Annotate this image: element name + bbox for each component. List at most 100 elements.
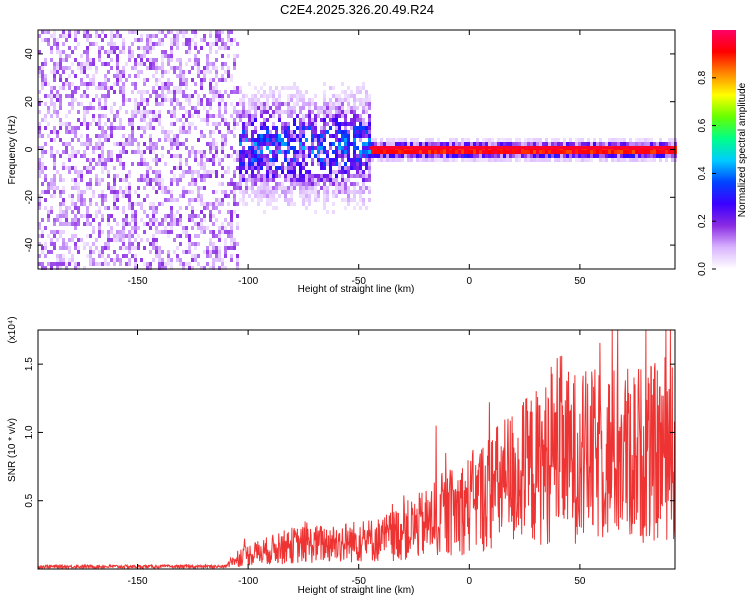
heatmap-cell [38, 122, 41, 126]
heatmap-cell [368, 138, 371, 142]
heatmap-cell [266, 162, 269, 166]
heatmap-cell [218, 210, 221, 214]
heatmap-cell [275, 174, 278, 178]
heatmap-cell [281, 138, 284, 142]
heatmap-cell [272, 162, 275, 166]
heatmap-cell [122, 50, 125, 54]
heatmap-cell [113, 74, 116, 78]
heatmap-cell [293, 138, 296, 142]
heatmap-cell [38, 222, 41, 226]
heatmap-cell [224, 62, 227, 66]
heatmap-cell [332, 150, 335, 154]
heatmap-cell [275, 166, 278, 170]
heatmap-cell [305, 90, 308, 94]
heatmap-cell [95, 162, 98, 166]
heatmap-cell [62, 262, 65, 266]
heatmap-cell [320, 138, 323, 142]
heatmap-cell [299, 170, 302, 174]
heatmap-cell [173, 70, 176, 74]
heatmap-cell [536, 150, 539, 154]
heatmap-cell [44, 178, 47, 182]
heatmap-cell [209, 150, 212, 154]
heatmap-cell [71, 202, 74, 206]
heatmap-cell [347, 130, 350, 134]
heatmap-cell [188, 102, 191, 106]
heatmap-cell [233, 210, 236, 214]
heatmap-cell [59, 206, 62, 210]
heatmap-cell [650, 158, 653, 162]
heatmap-cell [119, 162, 122, 166]
heatmap-cell [524, 142, 527, 146]
heatmap-cell [194, 214, 197, 218]
heatmap-cell [323, 158, 326, 162]
heatmap-cell [68, 166, 71, 170]
heatmap-cell [311, 122, 314, 126]
heatmap-cell [50, 206, 53, 210]
heatmap-cell [299, 126, 302, 130]
heatmap-cell [185, 162, 188, 166]
heatmap-cell [323, 118, 326, 122]
heatmap-cell [158, 110, 161, 114]
heatmap-cell [233, 186, 236, 190]
heatmap-cell [161, 130, 164, 134]
heatmap-cell [254, 182, 257, 186]
heatmap-cell [146, 102, 149, 106]
heatmap-cell [44, 174, 47, 178]
heatmap-cell [281, 130, 284, 134]
heatmap-cell [176, 218, 179, 222]
heatmap-cell [317, 182, 320, 186]
heatmap-cell [671, 154, 674, 158]
heatmap-cell [56, 230, 59, 234]
heatmap-cell [65, 146, 68, 150]
heatmap-cell [209, 174, 212, 178]
heatmap-cell [119, 154, 122, 158]
heatmap-cell [329, 158, 332, 162]
heatmap-cell [80, 198, 83, 202]
heatmap-cell [299, 178, 302, 182]
heatmap-cell [74, 178, 77, 182]
heatmap-cell [338, 146, 341, 150]
heatmap-cell [119, 246, 122, 250]
heatmap-cell [293, 94, 296, 98]
heatmap-cell [176, 86, 179, 90]
heatmap-cell [269, 90, 272, 94]
heatmap-cell [44, 198, 47, 202]
heatmap-cell [488, 154, 491, 158]
heatmap-cell [482, 158, 485, 162]
heatmap-cell [248, 110, 251, 114]
heatmap-cell [44, 246, 47, 250]
heatmap-cell [182, 78, 185, 82]
heatmap-cell [167, 82, 170, 86]
heatmap-cell [119, 150, 122, 154]
heatmap-cell [116, 114, 119, 118]
heatmap-cell [53, 106, 56, 110]
heatmap-cell [368, 98, 371, 102]
x-tick-label: -100 [238, 276, 258, 287]
heatmap-cell [74, 266, 77, 270]
heatmap-cell [332, 162, 335, 166]
heatmap-cell [329, 174, 332, 178]
heatmap-cell [98, 98, 101, 102]
heatmap-cell [215, 190, 218, 194]
heatmap-cell [173, 114, 176, 118]
heatmap-cell [488, 150, 491, 154]
heatmap-cell [641, 138, 644, 142]
heatmap-cell [635, 158, 638, 162]
heatmap-cell [332, 118, 335, 122]
heatmap-cell [221, 198, 224, 202]
heatmap-cell [59, 254, 62, 258]
heatmap-cell [77, 250, 80, 254]
heatmap-cell [239, 182, 242, 186]
heatmap-cell [269, 198, 272, 202]
heatmap-cell [404, 142, 407, 146]
heatmap-cell [215, 90, 218, 94]
heatmap-cell [365, 150, 368, 154]
heatmap-cell [107, 214, 110, 218]
heatmap-cell [215, 250, 218, 254]
heatmap-cell [56, 62, 59, 66]
heatmap-cell [215, 202, 218, 206]
heatmap-cell [86, 222, 89, 226]
heatmap-cell [311, 150, 314, 154]
heatmap-cell [53, 86, 56, 90]
heatmap-cell [59, 202, 62, 206]
